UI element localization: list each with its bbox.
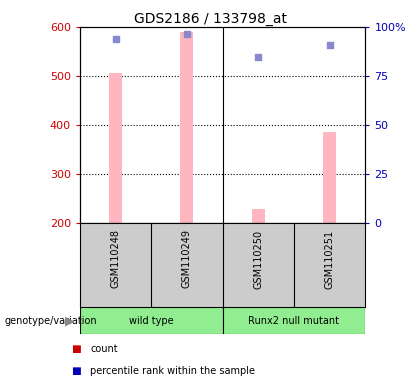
Text: wild type: wild type [129,316,173,326]
Point [326,42,333,48]
Text: GDS2186 / 133798_at: GDS2186 / 133798_at [134,12,286,25]
Text: GSM110251: GSM110251 [325,230,335,289]
Text: ■: ■ [71,366,81,376]
Bar [109,73,122,223]
Point [184,31,190,37]
Bar [323,132,336,223]
Bar [181,32,193,223]
Text: ▶: ▶ [65,314,74,327]
Text: percentile rank within the sample: percentile rank within the sample [90,366,255,376]
Text: count: count [90,344,118,354]
Bar [223,307,365,334]
Text: GSM110248: GSM110248 [110,230,121,288]
Text: GSM110250: GSM110250 [253,230,263,289]
Text: genotype/variation: genotype/variation [4,316,97,326]
Bar [252,209,265,223]
Text: ■: ■ [71,344,81,354]
Text: Runx2 null mutant: Runx2 null mutant [249,316,339,326]
Point [255,54,262,60]
Bar [80,307,223,334]
Point [112,36,119,42]
Text: GSM110249: GSM110249 [182,230,192,288]
